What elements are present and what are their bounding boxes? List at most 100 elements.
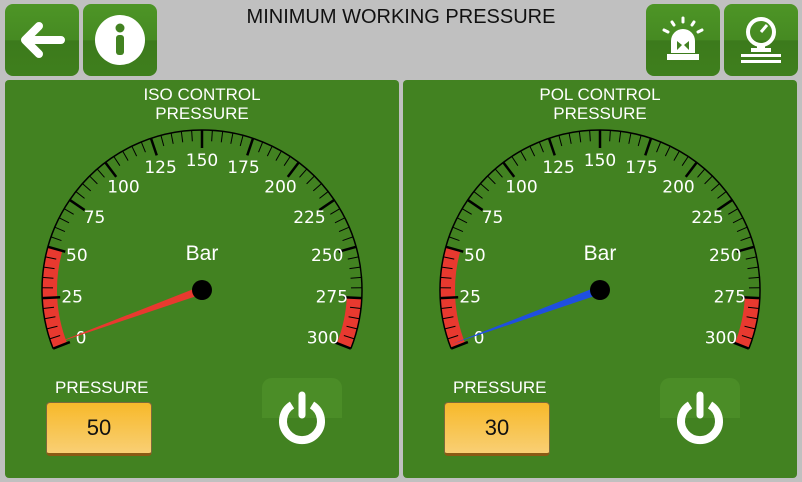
minor-tick <box>628 132 632 144</box>
minor-tick <box>319 191 329 199</box>
tick-label: 0 <box>76 329 87 349</box>
minor-tick <box>350 276 362 279</box>
minor-tick <box>45 256 57 260</box>
minor-tick <box>697 168 706 178</box>
major-tick <box>450 340 469 350</box>
major-tick <box>343 295 362 300</box>
title-line-2: PRESSURE <box>155 104 249 123</box>
tick-label: 100 <box>505 177 537 197</box>
major-tick <box>731 340 750 350</box>
major-tick <box>467 198 484 212</box>
minor-tick <box>746 316 758 320</box>
minor-tick <box>96 168 105 178</box>
minor-tick <box>728 208 739 215</box>
minor-tick <box>348 316 360 320</box>
tick-label: 175 <box>625 158 657 178</box>
pressure-input[interactable]: 50 <box>46 402 152 456</box>
minor-tick <box>452 226 464 233</box>
minor-tick <box>306 175 315 185</box>
tick-label: 0 <box>474 329 485 349</box>
tick-label: 200 <box>662 177 694 197</box>
tick-label: 125 <box>144 158 176 178</box>
minor-tick <box>736 226 748 233</box>
back-arrow-icon <box>21 22 65 58</box>
tick-label: 200 <box>264 177 296 197</box>
minor-tick <box>46 325 58 330</box>
tick-label: 250 <box>709 246 741 266</box>
minor-tick <box>744 325 756 330</box>
minor-tick <box>89 175 98 185</box>
minor-tick <box>131 145 138 157</box>
power-button[interactable] <box>262 378 342 458</box>
major-tick <box>69 198 86 212</box>
tick-label: 175 <box>227 158 259 178</box>
alarm-button[interactable] <box>646 4 720 76</box>
minor-tick <box>283 156 291 166</box>
minor-tick <box>710 183 720 192</box>
minor-tick <box>681 156 689 166</box>
minor-tick <box>312 183 322 192</box>
minor-tick <box>191 130 193 142</box>
minor-tick <box>487 175 496 185</box>
title-line-1: POL CONTROL <box>539 85 661 104</box>
major-tick <box>644 137 653 156</box>
minor-tick <box>299 168 308 178</box>
minor-tick <box>334 217 346 224</box>
minor-tick <box>656 141 662 153</box>
gauge-title: POL CONTROL PRESSURE <box>403 85 797 123</box>
title-line-2: PRESSURE <box>553 104 647 123</box>
minor-tick <box>443 256 455 260</box>
major-tick <box>318 198 335 212</box>
minor-tick <box>220 131 224 143</box>
tick-label: 225 <box>691 208 723 228</box>
minor-tick <box>230 132 234 144</box>
minor-tick <box>54 226 66 233</box>
pressure-gauge-button[interactable] <box>724 4 798 76</box>
minor-tick <box>211 130 213 142</box>
major-tick <box>736 245 755 253</box>
minor-tick <box>447 335 459 340</box>
major-tick <box>149 137 158 156</box>
tick-label: 125 <box>542 158 574 178</box>
gauge-title: ISO CONTROL PRESSURE <box>5 85 399 123</box>
minor-tick <box>745 256 757 260</box>
tick-label: 250 <box>311 246 343 266</box>
major-tick <box>547 137 556 156</box>
major-tick <box>502 161 516 178</box>
page-title: MINIMUM WORKING PRESSURE <box>246 6 556 28</box>
tick-label: 50 <box>464 246 486 266</box>
pressure-label: PRESSURE <box>453 378 547 397</box>
minor-tick <box>49 335 61 340</box>
minor-tick <box>239 135 244 147</box>
minor-tick <box>461 208 472 215</box>
minor-tick <box>741 335 753 340</box>
minor-tick <box>75 191 85 199</box>
major-tick <box>338 245 357 253</box>
minor-tick <box>673 150 680 161</box>
major-tick <box>440 295 459 300</box>
tick-label: 300 <box>307 329 339 349</box>
minor-tick <box>330 208 341 215</box>
minor-tick <box>558 135 563 147</box>
minor-tick <box>258 141 264 153</box>
tick-label: 100 <box>107 177 139 197</box>
power-button[interactable] <box>660 378 740 458</box>
minor-tick <box>747 306 759 309</box>
minor-tick <box>618 131 622 143</box>
pressure-input[interactable]: 30 <box>444 402 550 456</box>
minor-tick <box>494 168 503 178</box>
major-tick <box>741 295 760 300</box>
pressure-label: PRESSURE <box>55 378 149 397</box>
minor-tick <box>441 306 453 309</box>
needle <box>54 286 204 344</box>
minor-tick <box>82 183 92 192</box>
tick-label: 50 <box>66 246 88 266</box>
tick-label: 150 <box>186 151 218 171</box>
red-zone <box>336 297 362 349</box>
info-button[interactable] <box>83 4 157 76</box>
minor-tick <box>170 132 174 144</box>
back-button[interactable] <box>5 4 79 76</box>
minor-tick <box>160 135 165 147</box>
major-tick <box>684 161 698 178</box>
